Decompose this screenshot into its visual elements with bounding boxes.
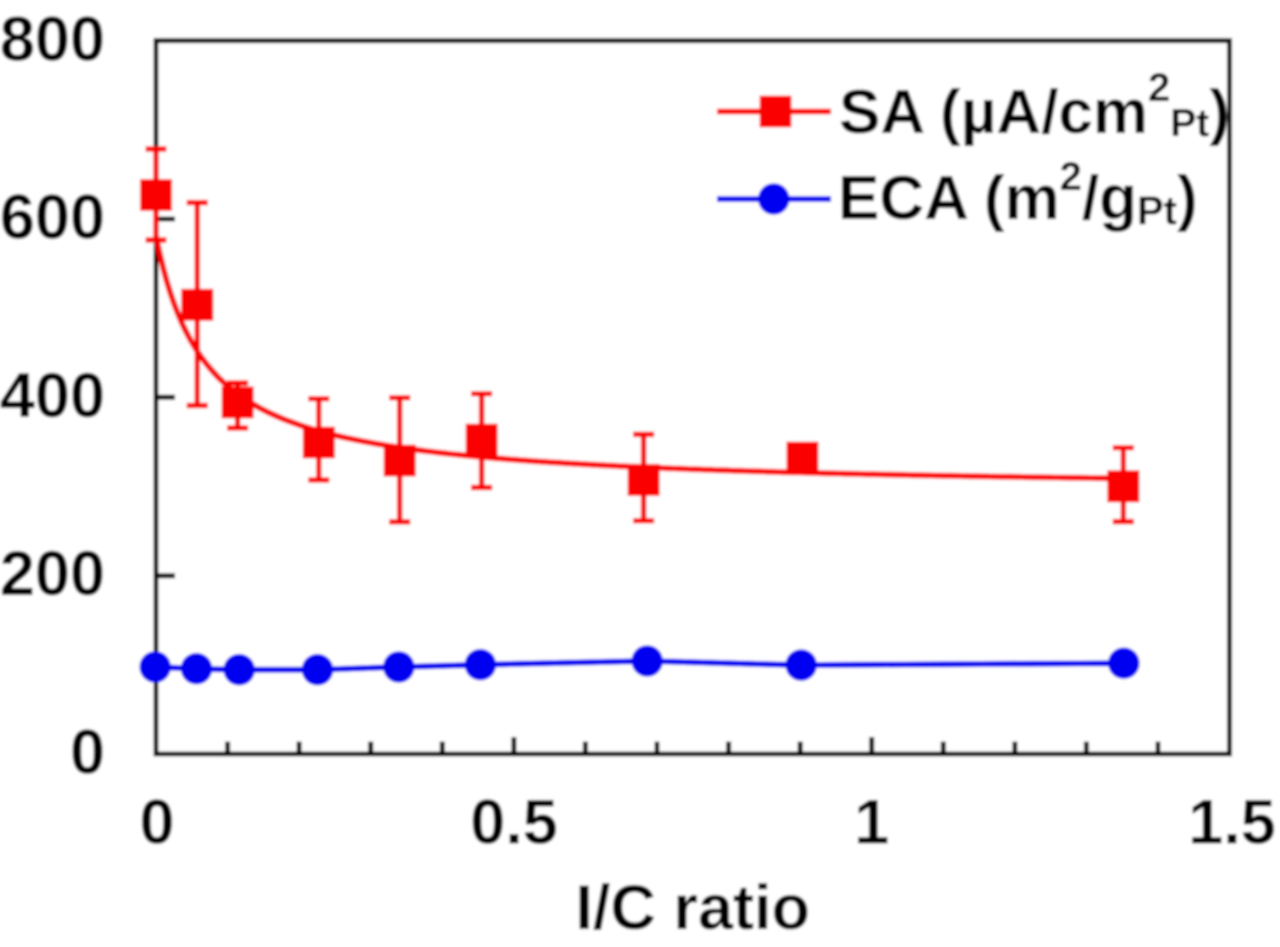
svg-text:1.5: 1.5 <box>1188 788 1276 858</box>
svg-text:0.5: 0.5 <box>470 788 558 858</box>
svg-text:1: 1 <box>854 788 889 858</box>
svg-text:600: 600 <box>0 183 105 253</box>
svg-text:200: 200 <box>0 539 105 609</box>
svg-text:SA (µA/cm2Pt): SA (µA/cm2Pt) <box>839 66 1230 147</box>
svg-text:800: 800 <box>0 5 105 75</box>
svg-text:0: 0 <box>70 717 105 787</box>
svg-text:0: 0 <box>139 788 174 858</box>
svg-text:I/C ratio: I/C ratio <box>575 873 810 943</box>
svg-text:400: 400 <box>0 361 105 431</box>
